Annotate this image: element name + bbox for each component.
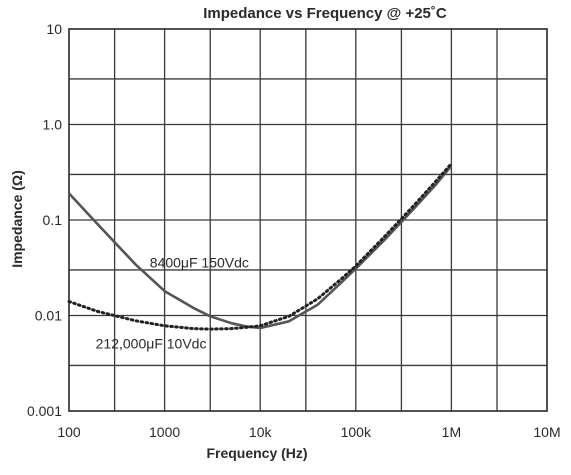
- y-tick-label: 0.01: [35, 308, 62, 324]
- plot-frame: [68, 28, 548, 412]
- x-tick-label: 100: [57, 424, 81, 440]
- x-tick-label: 10M: [533, 424, 560, 440]
- annotation-layer: 8400μF 150Vdc 212,000μF 10Vdc: [96, 254, 249, 351]
- x-axis-title: Frequency (Hz): [206, 445, 307, 461]
- y-tick-label: 1.0: [43, 117, 63, 133]
- series-line-1: [68, 164, 453, 330]
- x-tick-label: 100k: [341, 424, 372, 440]
- series-layer: [67, 162, 453, 331]
- y-axis-title: Impedance (Ω): [9, 170, 25, 268]
- chart-title: Impedance vs Frequency @ +25˚C: [203, 5, 447, 22]
- x-tick-label: 1M: [442, 424, 461, 440]
- y-tick-label: 10: [46, 21, 62, 37]
- series-line-2: [67, 162, 453, 331]
- tick-label-layer: 100 1000 10k 100k 1M 10M 10 1.0 0.1 0.01 0.001: [27, 21, 561, 440]
- y-tick-label: 0.001: [27, 403, 62, 419]
- series-annotation-2: 212,000μF 10Vdc: [96, 336, 207, 352]
- x-tick-label: 1000: [149, 424, 180, 440]
- series-annotation-1: 8400μF 150Vdc: [150, 254, 249, 270]
- grid-layer: [69, 29, 547, 411]
- y-tick-label: 0.1: [43, 212, 63, 228]
- x-tick-label: 10k: [249, 424, 273, 440]
